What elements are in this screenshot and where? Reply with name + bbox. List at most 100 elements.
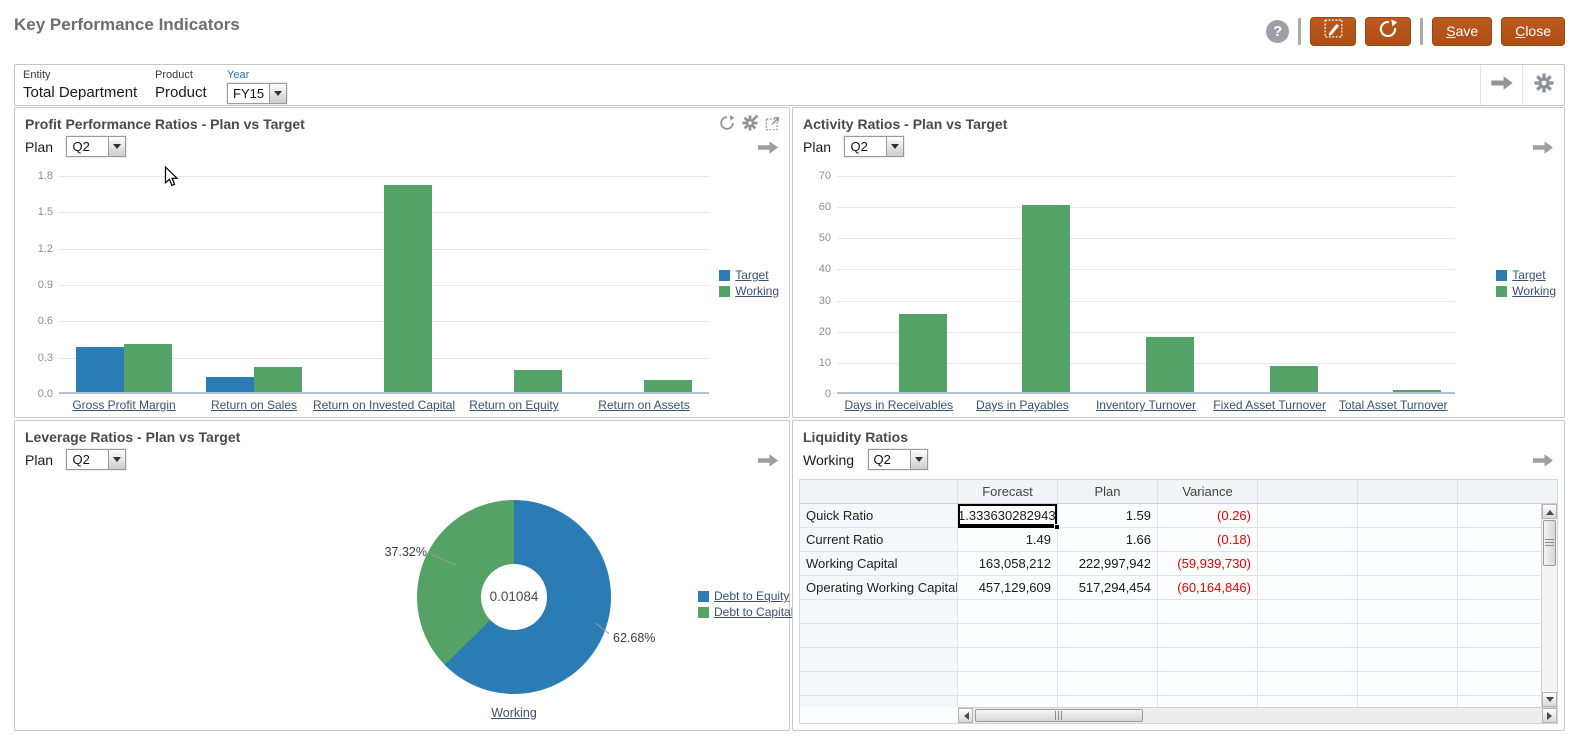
cell[interactable]	[958, 648, 1058, 672]
column-header-empty[interactable]	[1458, 480, 1557, 504]
cell-plan[interactable]: 222,997,942	[1058, 552, 1158, 576]
entity-value[interactable]: Total Department	[23, 84, 138, 101]
product-value[interactable]: Product	[155, 84, 207, 101]
dropdown-arrow-icon[interactable]	[909, 450, 927, 469]
bar-working-2[interactable]	[384, 185, 432, 392]
cell[interactable]	[1358, 504, 1458, 528]
cell[interactable]	[1158, 624, 1258, 648]
cell[interactable]	[1358, 672, 1458, 696]
category-label[interactable]: Return on Assets	[598, 398, 690, 412]
cell[interactable]	[1358, 576, 1458, 600]
pov-year[interactable]: Year FY15	[219, 65, 295, 105]
cell[interactable]	[958, 624, 1058, 648]
row-header[interactable]: Quick Ratio	[800, 504, 958, 528]
cell[interactable]	[1458, 576, 1541, 600]
quarter-select[interactable]: Q2	[66, 136, 127, 157]
cell-forecast[interactable]: 1.49	[958, 528, 1058, 552]
cell[interactable]	[1258, 648, 1358, 672]
bar-working-4[interactable]	[644, 380, 692, 392]
pov-advance-button[interactable]	[1480, 65, 1522, 105]
cell[interactable]	[1258, 576, 1358, 600]
cell[interactable]	[1258, 600, 1358, 624]
scroll-up-button[interactable]	[1542, 504, 1557, 519]
panel-settings-icon[interactable]	[742, 115, 758, 136]
fill-handle[interactable]	[1054, 524, 1060, 530]
working-link[interactable]: Working	[491, 706, 537, 720]
legend-item-debt-to-capital[interactable]: Debt to Capital	[698, 605, 793, 619]
column-header-empty[interactable]	[1258, 480, 1358, 504]
horizontal-scrollbar[interactable]	[958, 707, 1557, 723]
panel-maximize-icon[interactable]	[765, 115, 781, 136]
cell[interactable]	[1358, 696, 1458, 707]
cell[interactable]	[1158, 696, 1258, 707]
bar-working-4[interactable]	[1393, 390, 1442, 392]
category-label[interactable]: Inventory Turnover	[1095, 398, 1197, 412]
drill-arrow-icon[interactable]	[757, 140, 779, 160]
cell[interactable]	[1258, 696, 1358, 707]
cell[interactable]	[958, 600, 1058, 624]
vertical-scroll-thumb[interactable]	[1543, 520, 1556, 566]
cell-forecast[interactable]: 163,058,212	[958, 552, 1058, 576]
bar-working-1[interactable]	[1022, 205, 1071, 392]
cell[interactable]	[1058, 624, 1158, 648]
row-header[interactable]: Current Ratio	[800, 528, 958, 552]
cell[interactable]	[1358, 624, 1458, 648]
cell-variance[interactable]: (0.18)	[1158, 528, 1258, 552]
cell[interactable]	[1058, 696, 1158, 707]
pov-entity[interactable]: Entity Total Department	[15, 65, 147, 105]
cell[interactable]	[1158, 672, 1258, 696]
column-header-plan[interactable]: Plan	[1058, 480, 1158, 504]
bar-working-0[interactable]	[124, 344, 172, 392]
drill-arrow-icon[interactable]	[1532, 140, 1554, 160]
cell[interactable]	[800, 648, 958, 672]
drill-arrow-icon[interactable]	[757, 453, 779, 473]
cell[interactable]	[800, 672, 958, 696]
pov-product[interactable]: Product Product	[147, 65, 219, 105]
cell[interactable]	[1458, 672, 1541, 696]
column-header-empty[interactable]	[1358, 480, 1458, 504]
row-header[interactable]: Operating Working Capital	[800, 576, 958, 600]
cell[interactable]	[1158, 600, 1258, 624]
drill-arrow-icon[interactable]	[1532, 453, 1554, 473]
scroll-left-button[interactable]	[958, 708, 973, 723]
year-select[interactable]: FY15	[227, 83, 287, 104]
cell[interactable]	[1458, 600, 1541, 624]
dropdown-arrow-icon[interactable]	[108, 450, 126, 469]
legend-item-working[interactable]: Working	[1496, 284, 1556, 298]
category-label[interactable]: Days in Receivables	[844, 398, 954, 412]
scroll-down-button[interactable]	[1542, 692, 1557, 707]
category-label[interactable]: Total Asset Turnover	[1338, 398, 1448, 412]
cell[interactable]	[1458, 552, 1541, 576]
column-header-variance[interactable]: Variance	[1158, 480, 1258, 504]
bar-target-1[interactable]	[206, 377, 254, 392]
cell[interactable]	[800, 624, 958, 648]
cell[interactable]	[1258, 504, 1358, 528]
year-label[interactable]: Year	[227, 69, 250, 81]
quarter-select[interactable]: Q2	[844, 136, 905, 157]
cell[interactable]	[1058, 600, 1158, 624]
close-button[interactable]: Close	[1501, 16, 1565, 46]
refresh-button[interactable]	[1365, 16, 1412, 46]
cell-variance[interactable]: (59,939,730)	[1158, 552, 1258, 576]
bar-working-3[interactable]	[1269, 366, 1318, 392]
category-label[interactable]: Return on Sales	[210, 398, 298, 412]
cell-plan[interactable]: 517,294,454	[1058, 576, 1158, 600]
bar-target-0[interactable]	[76, 347, 124, 392]
cell[interactable]	[800, 600, 958, 624]
cell[interactable]	[1058, 672, 1158, 696]
category-label[interactable]: Fixed Asset Turnover	[1213, 398, 1326, 412]
cell[interactable]	[958, 672, 1058, 696]
cell[interactable]	[1258, 624, 1358, 648]
quarter-select[interactable]: Q2	[867, 449, 928, 470]
cell[interactable]	[1458, 696, 1541, 707]
dropdown-arrow-icon[interactable]	[886, 137, 904, 156]
column-header-forecast[interactable]: Forecast	[958, 480, 1058, 504]
dropdown-arrow-icon[interactable]	[108, 137, 126, 156]
cell[interactable]	[1458, 624, 1541, 648]
cell[interactable]	[1458, 528, 1541, 552]
cell[interactable]	[1258, 552, 1358, 576]
cell-forecast[interactable]: 457,129,609	[958, 576, 1058, 600]
cell[interactable]	[1358, 600, 1458, 624]
cell[interactable]	[1058, 648, 1158, 672]
cell[interactable]	[958, 696, 1058, 707]
